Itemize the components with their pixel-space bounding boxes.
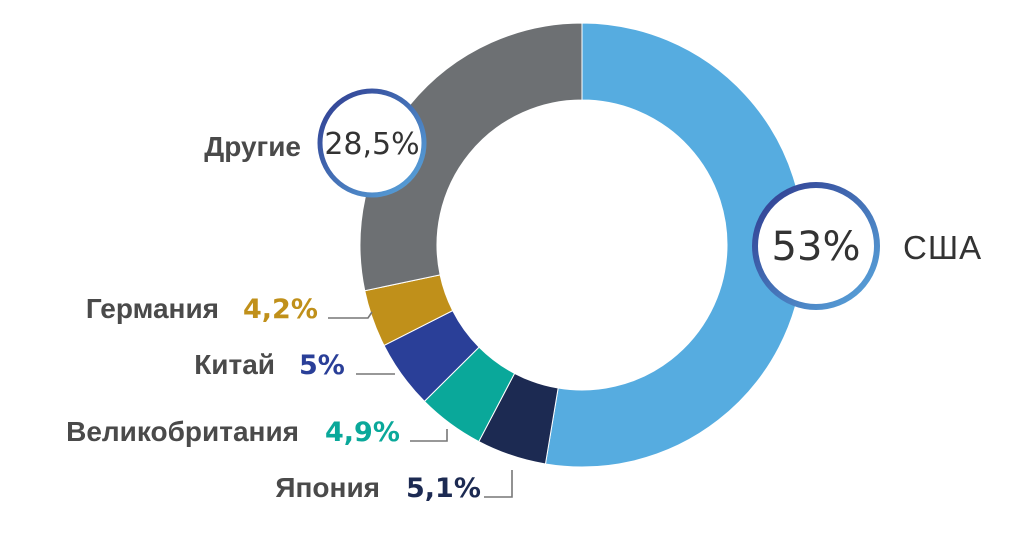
leader-line-uk bbox=[410, 429, 448, 442]
slice-value-usa: 53% bbox=[772, 224, 861, 270]
bubble-others: 28,5% bbox=[317, 88, 427, 198]
slice-label-japan: Япония bbox=[275, 472, 380, 503]
slice-label-uk: Великобритания bbox=[66, 416, 299, 447]
bubble-usa: 53% bbox=[752, 182, 880, 310]
slice-value-others: 28,5% bbox=[324, 127, 419, 162]
slice-value-japan: 5,1% bbox=[406, 473, 481, 504]
slice-label-others: Другие bbox=[204, 131, 301, 162]
slice-value-germany: 4,2% bbox=[243, 294, 318, 325]
leader-line-germany bbox=[328, 311, 373, 319]
donut-slices bbox=[359, 22, 805, 468]
slice-label-usa: США bbox=[903, 229, 982, 266]
leader-line-japan bbox=[484, 470, 513, 498]
donut-slice-usa bbox=[544, 22, 805, 468]
slice-value-china: 5% bbox=[299, 350, 345, 381]
slice-label-germany: Германия bbox=[86, 293, 219, 324]
slice-label-china: Китай bbox=[194, 349, 275, 380]
leader-lines bbox=[328, 311, 513, 498]
slice-value-uk: 4,9% bbox=[325, 417, 400, 448]
